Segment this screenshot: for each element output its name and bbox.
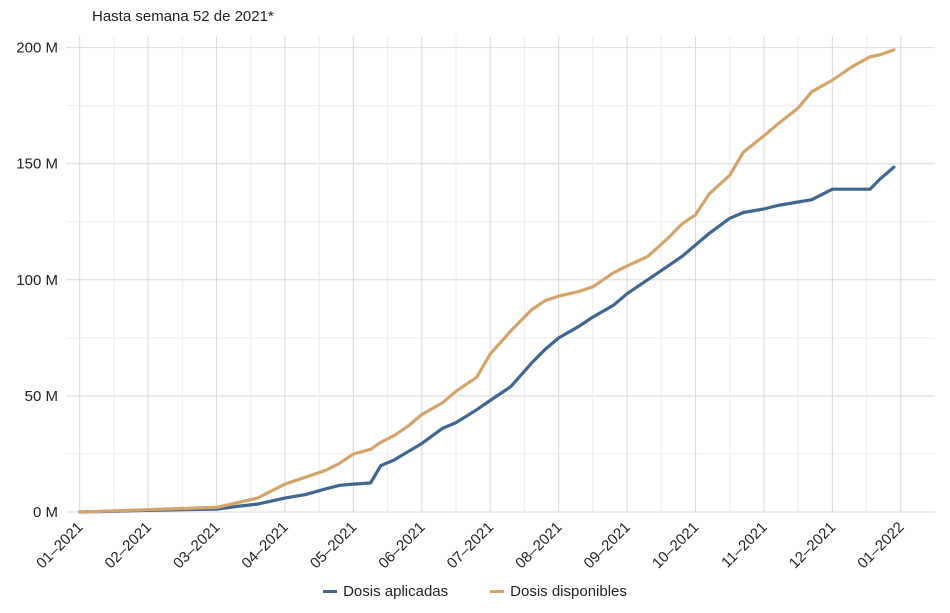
x-tick-label-1: 02–2021 <box>102 519 155 572</box>
x-tick-label-9: 10–2021 <box>649 519 702 572</box>
y-tick-label-2: 100 M <box>16 272 58 289</box>
legend-label-dosis-aplicadas: Dosis aplicadas <box>343 583 449 600</box>
x-tick-label-0: 01–2021 <box>33 519 86 572</box>
chart-subtitle: Hasta semana 52 de 2021* <box>92 8 274 25</box>
series-line-1 <box>78 48 896 514</box>
x-tick-label-7: 08–2021 <box>512 519 565 572</box>
y-tick-label-0: 0 M <box>33 504 58 521</box>
legend-label-dosis-disponibles: Dosis disponibles <box>510 583 627 600</box>
x-tick-label-2: 03–2021 <box>170 519 223 572</box>
x-tick-label-6: 07–2021 <box>444 519 497 572</box>
x-tick-label-11: 12–2021 <box>786 519 839 572</box>
x-tick-label-5: 06–2021 <box>375 519 428 572</box>
x-tick-label-3: 04–2021 <box>238 519 291 572</box>
y-tick-label-3: 150 M <box>16 156 58 173</box>
y-tick-label-1: 50 M <box>25 388 58 405</box>
legend-item-dosis-disponibles[interactable]: Dosis disponibles <box>490 583 627 600</box>
legend: Dosis aplicadas Dosis disponibles <box>0 583 950 600</box>
series-line-0 <box>78 165 896 514</box>
x-tick-label-12: 01–2022 <box>854 519 907 572</box>
x-tick-label-10: 11–2021 <box>718 519 771 572</box>
y-tick-label-4: 200 M <box>16 40 58 57</box>
legend-swatch-dosis-disponibles <box>490 590 505 593</box>
legend-swatch-dosis-aplicadas <box>323 590 338 593</box>
x-tick-label-4: 05–2021 <box>307 519 360 572</box>
x-tick-label-8: 09–2021 <box>581 519 634 572</box>
legend-item-dosis-aplicadas[interactable]: Dosis aplicadas <box>323 583 448 600</box>
